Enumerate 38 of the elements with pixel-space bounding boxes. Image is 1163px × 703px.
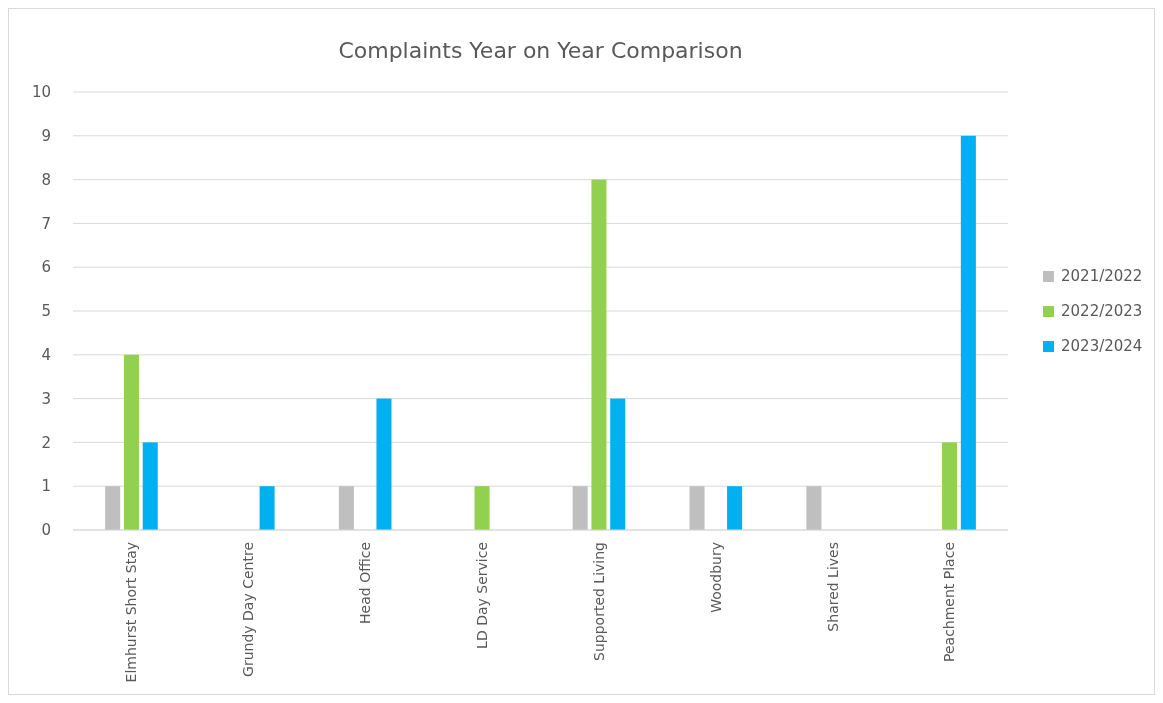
y-tick-label: 6: [41, 258, 51, 277]
y-tick-label: 0: [41, 521, 51, 540]
bar: [259, 486, 275, 530]
bar: [610, 398, 626, 530]
bar: [591, 179, 607, 530]
x-tick-label: Grundy Day Centre: [240, 542, 257, 677]
bar: [123, 354, 139, 530]
bar: [689, 486, 705, 530]
legend-label: 2023/2024: [1061, 337, 1143, 356]
x-tick-label: Supported Living: [590, 542, 607, 661]
bar: [105, 486, 121, 530]
y-tick-label: 7: [41, 214, 51, 233]
y-tick-label: 5: [41, 302, 51, 321]
bar: [338, 486, 354, 530]
x-tick-label: Woodbury: [707, 542, 724, 613]
bar: [960, 135, 976, 530]
legend-label: 2022/2023: [1061, 302, 1143, 321]
x-tick-label: Peachment Place: [941, 542, 958, 662]
bar: [572, 486, 588, 530]
y-tick-label: 9: [41, 127, 51, 146]
bar: [806, 486, 822, 530]
bar: [376, 398, 392, 530]
bar: [942, 442, 958, 530]
x-tick-label: LD Day Service: [473, 542, 490, 649]
y-tick-label: 10: [31, 83, 51, 102]
bar: [474, 486, 490, 530]
y-tick-label: 2: [41, 433, 51, 452]
y-tick-label: 8: [41, 170, 51, 189]
bar: [727, 486, 743, 530]
x-tick-label: Head Office: [357, 542, 374, 624]
chart-title: Complaints Year on Year Comparison: [338, 38, 743, 63]
x-tick-label: Shared Lives: [824, 542, 841, 632]
x-tick-label: Elmhurst Short Stay: [123, 542, 140, 683]
y-tick-label: 1: [41, 477, 51, 496]
legend-label: 2021/2022: [1061, 267, 1143, 286]
y-tick-label: 4: [41, 346, 51, 365]
bar: [142, 442, 158, 530]
y-tick-label: 3: [41, 389, 51, 408]
